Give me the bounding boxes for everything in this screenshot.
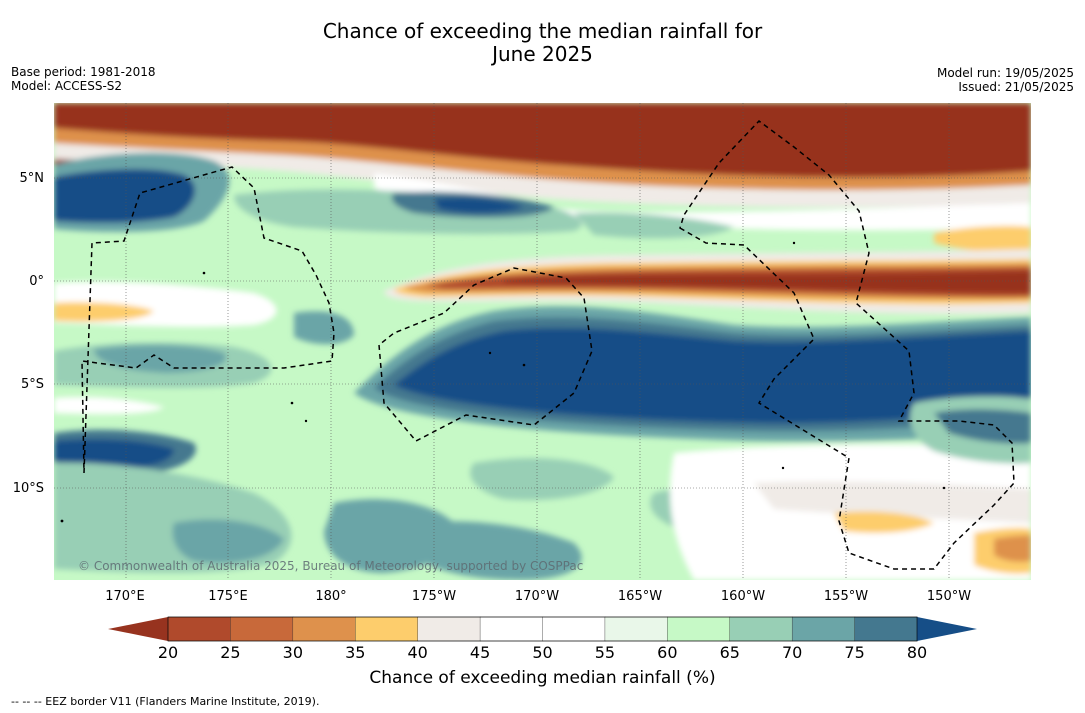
colorbar-tick-label: 25: [220, 643, 241, 662]
lat-label-10s: 10°S: [12, 481, 44, 496]
map-title: Chance of exceeding the median rainfall …: [0, 20, 1085, 66]
colorbar-cell: [479, 616, 544, 642]
colorbar-tick-label: 65: [719, 643, 740, 662]
colorbar-tick-label: 50: [532, 643, 553, 662]
eez-borders: [81, 120, 1015, 570]
colorbar-graphic: [108, 616, 977, 642]
base-period: Base period: 1981-2018: [11, 65, 156, 79]
title-line-1: Chance of exceeding the median rainfall …: [322, 19, 763, 43]
meta-right: Model run: 19/05/2025 Issued: 21/05/2025: [937, 66, 1074, 94]
lon-label-180: 180°: [315, 589, 347, 604]
lat-label-5n: 5°N: [19, 171, 45, 186]
lon-label-170w: 170°W: [514, 589, 560, 604]
model-run: Model run: 19/05/2025: [936, 66, 1074, 80]
colorbar-tick-label: 55: [594, 643, 616, 662]
colorbar-tick-label: 40: [407, 643, 428, 662]
lat-label-equator: 0°: [29, 274, 44, 289]
model-name: Model: ACCESS-S2: [11, 79, 123, 93]
colorbar-tick-label: 45: [469, 643, 491, 662]
rainfall-fields: [54, 103, 1031, 580]
title-line-2: June 2025: [492, 42, 593, 66]
colorbar-cell: [854, 616, 918, 642]
colorbar-tick-label: 30: [282, 643, 303, 662]
lon-label-170e: 170°E: [105, 589, 145, 604]
issued-date: Issued: 21/05/2025: [958, 80, 1074, 94]
copyright-credit: © Commonwealth of Australia 2025, Bureau…: [78, 559, 584, 573]
lon-label-155w: 155°W: [823, 589, 869, 604]
map-canvas: [54, 103, 1031, 580]
colorbar-tick-label: 75: [844, 643, 865, 662]
colorbar-cell: [417, 616, 481, 642]
eez-footnote: -- -- -- EEZ border V11 (Flanders Marine…: [11, 695, 320, 708]
colorbar-low-extension: [108, 617, 168, 641]
lon-label-165w: 165°W: [617, 589, 663, 604]
meta-left: Base period: 1981-2018 Model: ACCESS-S2: [11, 65, 156, 93]
colorbar-label: Chance of exceeding median rainfall (%): [369, 668, 716, 688]
colorbar-cell: [604, 616, 669, 642]
colorbar-tick-label: 80: [906, 643, 928, 662]
colorbar-cell: [292, 616, 356, 642]
colorbar-high-extension: [917, 617, 977, 641]
colorbar-cell: [355, 616, 419, 642]
colorbar-cell: [667, 616, 731, 642]
colorbar-cell: [230, 616, 294, 642]
colorbar-cells: [167, 616, 918, 642]
lon-label-160w: 160°W: [720, 589, 766, 604]
lon-label-150w: 150°W: [926, 589, 972, 604]
lon-label-175w: 175°W: [411, 589, 457, 604]
colorbar-tick-label: 35: [345, 643, 366, 662]
lat-label-5s: 5°S: [20, 377, 44, 392]
colorbar-cell: [542, 616, 606, 642]
colorbar-cell: [729, 616, 793, 642]
colorbar-tick-label: 20: [157, 643, 179, 662]
colorbar-tick-label: 60: [657, 643, 678, 662]
graticule: [54, 103, 1031, 580]
colorbar-tick-label: 70: [781, 643, 803, 662]
colorbar: [108, 615, 978, 647]
colorbar-cell: [167, 616, 232, 642]
islands: [60, 241, 946, 523]
lon-label-175e: 175°E: [208, 589, 248, 604]
colorbar-cell: [791, 616, 856, 642]
colorbar-outline: [167, 616, 918, 642]
rainfall-map: [54, 103, 1031, 580]
